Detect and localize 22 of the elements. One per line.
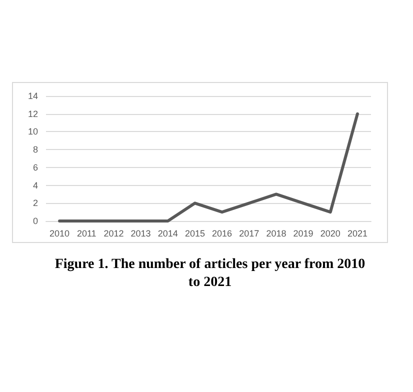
- x-tick-label: 2014: [158, 228, 178, 238]
- y-tick-label: 12: [28, 108, 38, 119]
- y-tick-label: 8: [32, 144, 38, 155]
- line-series: [58, 112, 359, 222]
- y-tick-label: 6: [32, 162, 38, 172]
- x-tick-label: 2018: [266, 228, 286, 238]
- y-tick-label: 14: [28, 91, 38, 101]
- x-tick-label: 2013: [130, 228, 151, 238]
- x-tick-label: 2012: [104, 228, 124, 238]
- x-tick-label: 2019: [293, 228, 314, 238]
- x-tick-label: 2010: [50, 228, 70, 238]
- x-tick-label: 2011: [76, 228, 96, 238]
- y-tick-label: 4: [32, 180, 38, 190]
- x-tick-label: 2020: [320, 228, 340, 238]
- x-tick-label: 2017: [239, 228, 260, 238]
- x-tick-label: 2015: [184, 228, 205, 238]
- y-tick-label: 0: [32, 216, 38, 226]
- caption: Figure 1. The number of articles per year from 2010 to 2021: [54, 256, 366, 292]
- x-tick-label: 2021: [347, 228, 368, 238]
- y-tick-label: 10: [28, 126, 38, 137]
- y-tick-label: 2: [32, 198, 38, 208]
- x-tick-label: 2016: [212, 228, 232, 238]
